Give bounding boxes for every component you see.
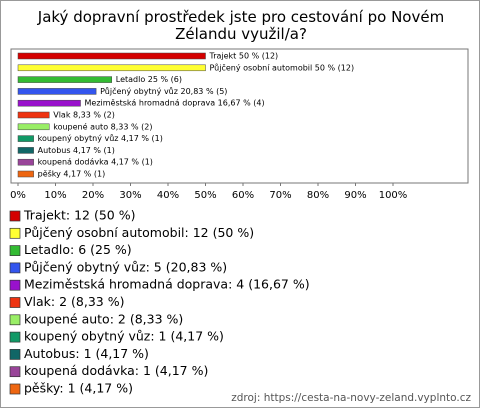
legend-label: koupené auto: 2 (8,33 %) [24,311,183,326]
plot-frame [10,48,469,184]
legend-label: Půjčený osobní automobil: 12 (50 %) [24,225,254,240]
legend-label: Autobus: 1 (4,17 %) [24,346,149,361]
legend-swatch [9,227,21,239]
legend-label: koupený obytný vůz: 1 (4,17 %) [24,329,224,344]
bar [17,123,50,131]
legend-swatch [9,262,21,274]
legend-swatch [9,366,21,378]
bar [17,147,34,154]
legend-swatch [9,383,21,395]
value-label: Autobus 4,17 % (1) [38,146,115,155]
legend-label: koupená dodávka: 1 (4,17 %) [24,363,208,378]
x-tick-label: 80% [307,190,329,201]
legend-label: pěšky: 1 (4,17 %) [24,381,133,396]
legend-label: Meziměstská hromadná doprava: 4 (16,67 %… [24,277,310,292]
value-label: Půjčený osobní automobil 50 % (12) [210,62,355,72]
bar [17,135,34,142]
x-tick-label: 40% [157,190,179,201]
value-label: Vlak 8,33 % (2) [53,111,115,120]
bar [17,170,34,178]
x-tick-label: 90% [344,190,366,201]
value-label: Meziměstská hromadná doprava 16,67 % (4) [85,99,265,108]
legend-swatch [9,314,21,326]
bar [17,64,206,72]
x-tick-label: 60% [232,190,254,201]
value-label: koupené auto 8,33 % (2) [53,121,152,131]
x-tick-label: 70% [269,190,291,201]
value-label: Půjčený obytný vůz 20,83 % (5) [100,86,227,96]
value-label: koupená dodávka 4,17 % (1) [38,158,153,167]
legend-label: Půjčený obytný vůz: 5 (20,83 %) [24,259,227,274]
legend-swatch [9,331,21,343]
bar [17,52,206,60]
bar [17,76,112,83]
bar [17,158,34,166]
value-label: koupený obytný vůz 4,17 % (1) [38,133,163,143]
legend-swatch [9,245,21,256]
bar [17,111,50,119]
x-tick-label: 30% [119,190,141,201]
legend-label: Trajekt: 12 (50 %) [23,208,135,223]
x-tick-label: 50% [194,190,216,201]
legend-swatch [9,297,21,308]
bar [17,88,97,95]
legend-swatch [9,279,21,291]
x-tick-label: 100% [379,190,408,201]
legend-label: Letadlo: 6 (25 %) [24,242,132,257]
value-label: pěšky 4,17 % (1) [38,169,106,179]
chart-title: Jaký dopravní prostředek jste pro cestov… [37,8,445,43]
bar [17,99,81,107]
x-tick-label: 20% [82,190,104,201]
x-tick-label: 0% [10,190,26,201]
legend-swatch [9,349,21,360]
value-label: Letadlo 25 % (6) [116,75,182,84]
legend-label: Vlak: 2 (8,33 %) [24,294,124,309]
source: zdroj: https://cesta-na-novy-zeland.vypl… [231,392,471,404]
legend-swatch [9,210,21,222]
value-label: Trajekt 50 % (12) [209,52,279,61]
x-tick-label: 10% [44,190,66,201]
